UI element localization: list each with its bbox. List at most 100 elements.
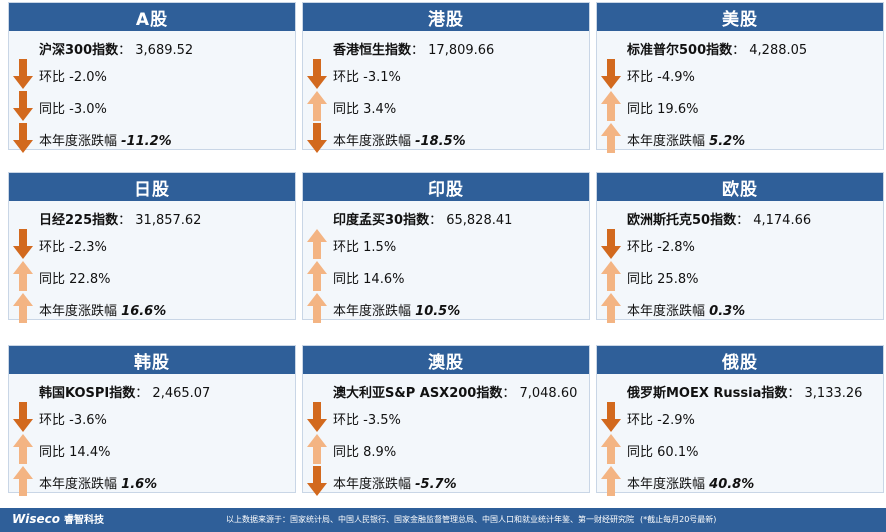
yoy-row: 同比 14.6% (303, 259, 589, 291)
separator: ： (787, 386, 805, 401)
mom-value: -3.1% (363, 70, 401, 85)
mom-row: 环比 -3.6% (9, 400, 295, 432)
mom-label: 环比 (333, 413, 360, 428)
yoy-text: 同比 8.9% (333, 441, 396, 460)
yoy-row: 同比 25.8% (597, 259, 883, 291)
ytd-value: -5.7% (415, 477, 457, 492)
ytd-label: 本年度涨跌幅 (627, 134, 706, 149)
arrow-up-icon (600, 465, 622, 497)
arrow-down-icon (12, 401, 34, 433)
yoy-label: 同比 (627, 272, 654, 287)
market-card: A股 沪深300指数： 3,689.52 环比 -2.0% 同比 -3.0% 本年度涨跌… (8, 2, 296, 153)
ytd-value: 1.6% (121, 477, 158, 492)
ytd-text: 本年度涨跌幅 10.5% (333, 300, 460, 319)
index-value: 3,689.52 (135, 43, 194, 58)
mom-row: 环比 -2.3% (9, 227, 295, 259)
arrow-down-icon (306, 401, 328, 433)
ytd-text: 本年度涨跌幅 -11.2% (39, 130, 172, 149)
arrow-down-icon (306, 122, 328, 154)
yoy-label: 同比 (333, 445, 360, 460)
ytd-row: 本年度涨跌幅 16.6% (9, 291, 295, 323)
mom-row: 环比 -2.0% (9, 57, 295, 89)
yoy-row: 同比 3.4% (303, 89, 589, 121)
index-value: 4,174.66 (753, 213, 812, 228)
ytd-label: 本年度涨跌幅 (39, 477, 118, 492)
ytd-value: 40.8% (709, 477, 755, 492)
mom-value: -2.9% (657, 413, 695, 428)
yoy-row: 同比 22.8% (9, 259, 295, 291)
arrow-down-icon (306, 465, 328, 497)
card-body: 沪深300指数： 3,689.52 环比 -2.0% 同比 -3.0% 本年度涨跌幅 … (9, 31, 295, 153)
index-value: 65,828.41 (446, 213, 513, 228)
footer-bar: Wiseco 睿智科技 以上数据来源于：国家统计局、中国人民银行、国家金融监督管理… (0, 508, 886, 532)
yoy-value: 19.6% (657, 102, 699, 117)
ytd-text: 本年度涨跌幅 -18.5% (333, 130, 466, 149)
mom-row: 环比 -2.9% (597, 400, 883, 432)
mom-label: 环比 (627, 240, 654, 255)
index-name: 沪深300指数 (39, 43, 119, 58)
arrow-up-icon (306, 228, 328, 260)
yoy-row: 同比 14.4% (9, 432, 295, 464)
ytd-value: 5.2% (709, 134, 746, 149)
mom-row: 环比 -3.5% (303, 400, 589, 432)
ytd-text: 本年度涨跌幅 -5.7% (333, 473, 457, 492)
arrow-up-icon (12, 292, 34, 324)
index-line: 印度孟买30指数： 65,828.41 (333, 209, 512, 228)
yoy-label: 同比 (39, 445, 66, 460)
market-title: 欧股 (597, 173, 883, 201)
yoy-text: 同比 22.8% (39, 268, 110, 287)
yoy-value: 14.4% (69, 445, 111, 460)
index-value: 31,857.62 (135, 213, 202, 228)
index-name: 香港恒生指数 (333, 43, 412, 58)
market-card: 美股 标准普尔500指数： 4,288.05 环比 -4.9% 同比 19.6% 本年度… (596, 2, 884, 153)
market-card: 印股 印度孟买30指数： 65,828.41 环比 1.5% 同比 14.6% 本年度涨… (302, 172, 590, 323)
ytd-value: -18.5% (415, 134, 466, 149)
index-line: 沪深300指数： 3,689.52 (39, 39, 193, 58)
arrow-up-icon (12, 260, 34, 292)
index-value: 4,288.05 (749, 43, 808, 58)
ytd-label: 本年度涨跌幅 (333, 304, 412, 319)
yoy-text: 同比 3.4% (333, 98, 396, 117)
mom-label: 环比 (39, 70, 66, 85)
index-line: 欧洲斯托克50指数： 4,174.66 (627, 209, 811, 228)
ytd-text: 本年度涨跌幅 5.2% (627, 130, 745, 149)
ytd-text: 本年度涨跌幅 0.3% (627, 300, 745, 319)
yoy-label: 同比 (39, 102, 66, 117)
mom-text: 环比 -2.0% (39, 66, 107, 85)
yoy-value: 14.6% (363, 272, 405, 287)
yoy-text: 同比 25.8% (627, 268, 698, 287)
ytd-row: 本年度涨跌幅 40.8% (597, 464, 883, 496)
mom-text: 环比 1.5% (333, 236, 396, 255)
mom-label: 环比 (39, 240, 66, 255)
index-value: 17,809.66 (428, 43, 495, 58)
mom-label: 环比 (333, 240, 360, 255)
arrow-up-icon (306, 292, 328, 324)
arrow-up-icon (306, 260, 328, 292)
index-line: 日经225指数： 31,857.62 (39, 209, 201, 228)
ytd-label: 本年度涨跌幅 (333, 477, 412, 492)
yoy-value: 22.8% (69, 272, 111, 287)
yoy-row: 同比 -3.0% (9, 89, 295, 121)
yoy-text: 同比 -3.0% (39, 98, 107, 117)
ytd-label: 本年度涨跌幅 (39, 304, 118, 319)
mom-value: -2.3% (69, 240, 107, 255)
ytd-value: 16.6% (121, 304, 167, 319)
ytd-row: 本年度涨跌幅 1.6% (9, 464, 295, 496)
mom-text: 环比 -4.9% (627, 66, 695, 85)
yoy-text: 同比 60.1% (627, 441, 698, 460)
ytd-value: -11.2% (121, 134, 172, 149)
index-name: 欧洲斯托克50指数 (627, 213, 737, 228)
yoy-row: 同比 8.9% (303, 432, 589, 464)
card-body: 韩国KOSPI指数： 2,465.07 环比 -3.6% 同比 14.4% 本年度涨跌… (9, 374, 295, 496)
ytd-value: 10.5% (415, 304, 461, 319)
index-name: 韩国KOSPI指数 (39, 386, 136, 401)
mom-text: 环比 -2.3% (39, 236, 107, 255)
separator: ： (118, 43, 136, 58)
index-value: 7,048.60 (519, 386, 578, 401)
mom-value: -3.5% (363, 413, 401, 428)
arrow-down-icon (600, 228, 622, 260)
arrow-up-icon (12, 465, 34, 497)
card-body: 俄罗斯MOEX Russia指数： 3,133.26 环比 -2.9% 同比 60.… (597, 374, 883, 496)
mom-label: 环比 (627, 70, 654, 85)
arrow-up-icon (600, 90, 622, 122)
